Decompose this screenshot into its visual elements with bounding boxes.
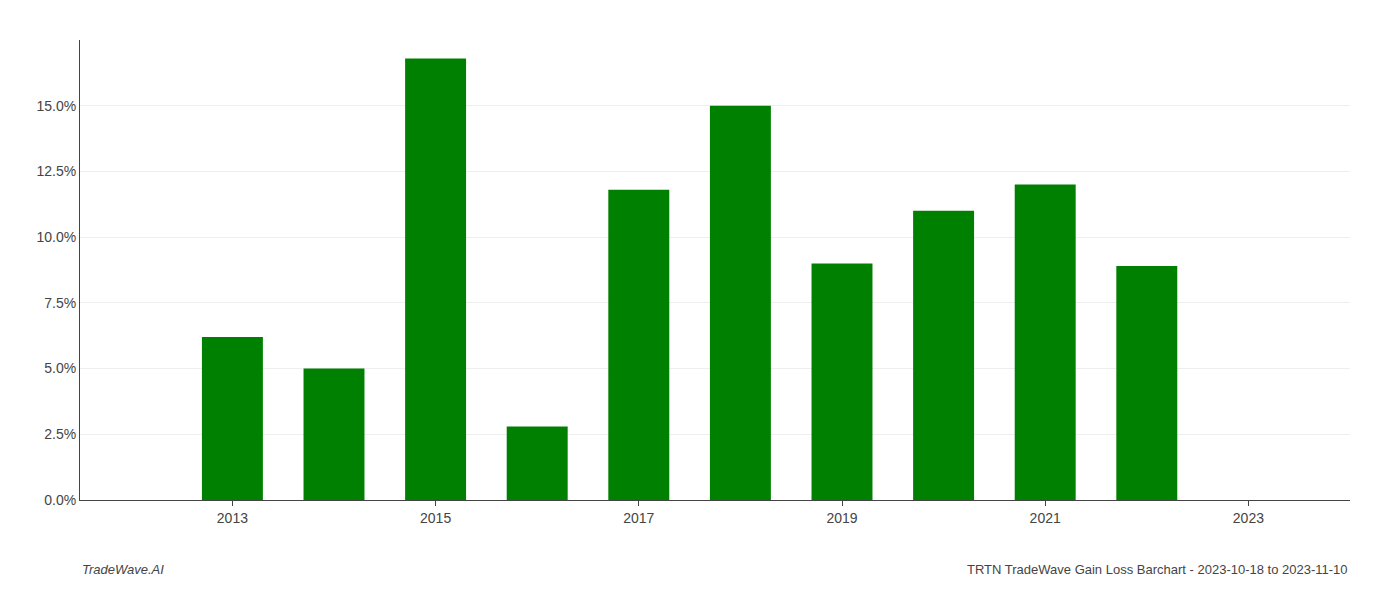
svg-text:15.0%: 15.0% <box>36 98 76 114</box>
svg-text:5.0%: 5.0% <box>44 360 76 376</box>
svg-text:2013: 2013 <box>217 510 248 526</box>
svg-text:2017: 2017 <box>623 510 654 526</box>
svg-text:7.5%: 7.5% <box>44 295 76 311</box>
svg-text:2021: 2021 <box>1030 510 1061 526</box>
svg-text:TRTN TradeWave Gain Loss Barch: TRTN TradeWave Gain Loss Barchart - 2023… <box>967 562 1348 577</box>
svg-text:12.5%: 12.5% <box>36 163 76 179</box>
svg-text:0.0%: 0.0% <box>44 492 76 508</box>
svg-text:TradeWave.AI: TradeWave.AI <box>82 562 164 577</box>
svg-text:2023: 2023 <box>1233 510 1264 526</box>
svg-text:2.5%: 2.5% <box>44 426 76 442</box>
svg-text:10.0%: 10.0% <box>36 229 76 245</box>
svg-text:2019: 2019 <box>826 510 857 526</box>
svg-text:2015: 2015 <box>420 510 451 526</box>
